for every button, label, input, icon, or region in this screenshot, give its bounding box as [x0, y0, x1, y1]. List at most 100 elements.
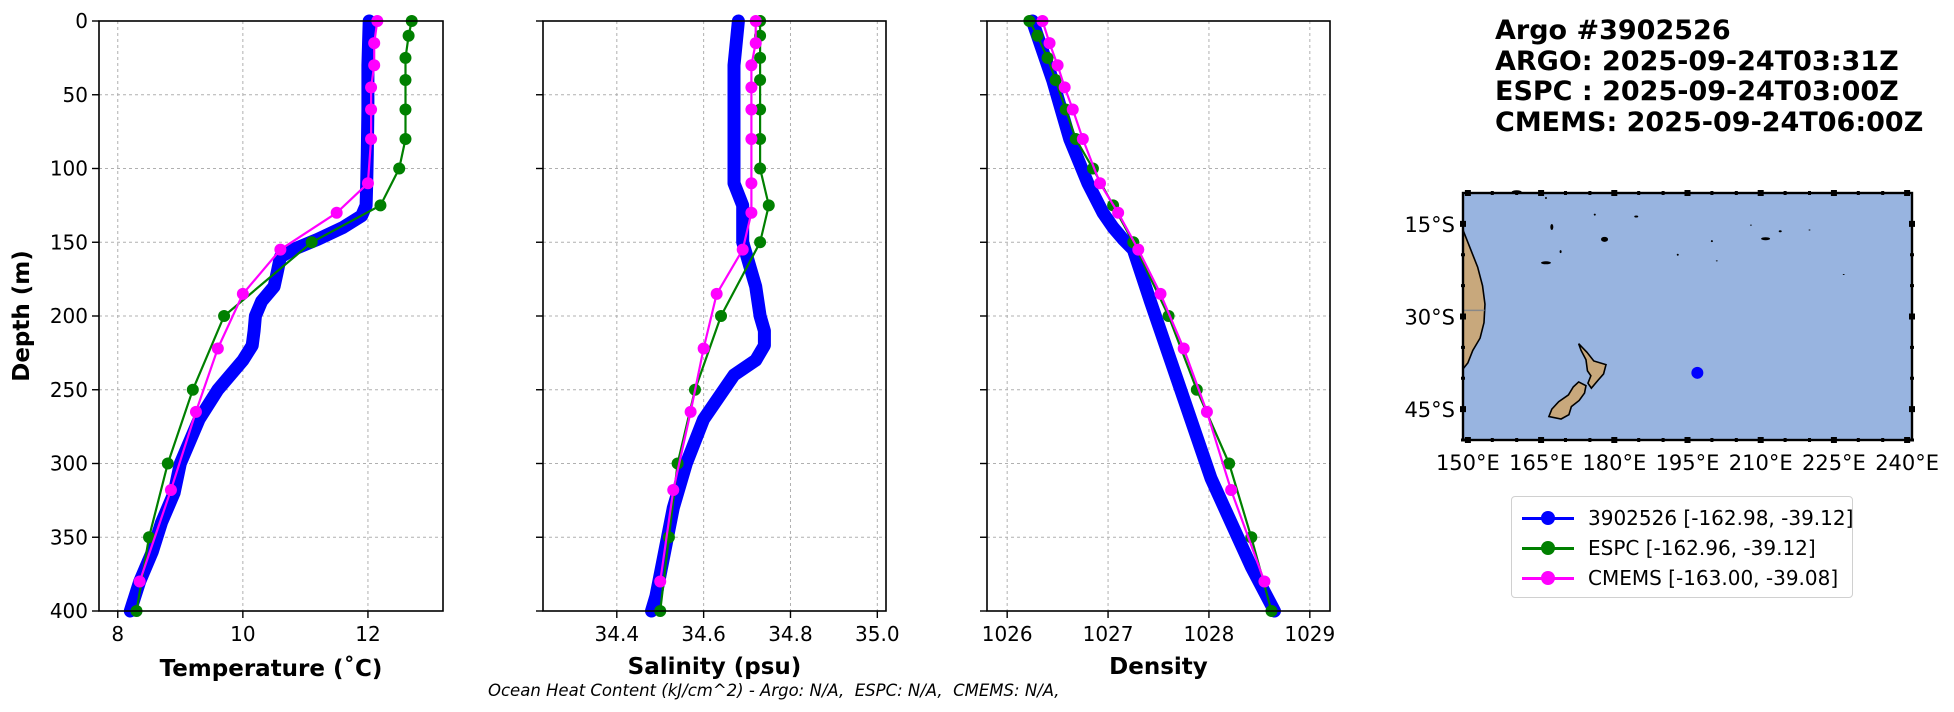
map-border-tick: [1563, 191, 1567, 195]
temperature-point-cmems: [368, 37, 381, 50]
temperature-ytick-label: 200: [50, 304, 88, 328]
temperature-point-cmems: [274, 243, 287, 256]
map-border-tick: [1461, 284, 1465, 288]
map-border-tick: [1734, 438, 1738, 442]
legend-swatch-argo: [1520, 503, 1576, 533]
map-border-tick: [1637, 191, 1641, 195]
map-border-tick: [1783, 438, 1787, 442]
cmems-time: CMEMS: 2025-09-24T06:00Z: [1495, 106, 1924, 138]
temperature-point-espc: [186, 383, 199, 396]
temperature-point-cmems: [361, 177, 374, 190]
island: [1842, 274, 1845, 276]
temperature-ytick-label: 250: [50, 378, 88, 402]
ohc-caption: Ocean Heat Content (kJ/cm^2) - Argo: N/A…: [488, 681, 1060, 700]
legend-swatch-espc: [1520, 533, 1576, 563]
map-border-tick: [1734, 191, 1738, 195]
density-point-cmems: [1225, 484, 1238, 497]
temperature-point-espc: [218, 310, 231, 322]
legend-label-espc: ESPC [-162.96, -39.12]: [1588, 536, 1816, 560]
density-point-cmems: [1051, 59, 1064, 72]
salinity-point-cmems: [654, 575, 667, 588]
map-border-tick: [1710, 438, 1714, 442]
map-border-tick: [1538, 437, 1545, 443]
map-border-tick: [1461, 253, 1465, 257]
map-border-tick: [1684, 190, 1691, 196]
map-lon-label: 150°E: [1436, 451, 1500, 475]
map-lon-label: 225°E: [1802, 451, 1866, 475]
island: [1749, 224, 1752, 226]
salinity-point-espc: [754, 103, 767, 116]
map-border-tick: [1904, 190, 1911, 196]
salinity-point-cmems: [745, 206, 758, 219]
map-border-tick: [1757, 437, 1764, 443]
australia-coast: [1462, 229, 1486, 372]
map-border-tick: [1910, 376, 1914, 380]
density-xtick-label: 1029: [1284, 622, 1335, 646]
map-border-tick: [1460, 406, 1466, 413]
temperature-ytick-label: 100: [50, 157, 88, 181]
map-border-tick: [1830, 437, 1837, 443]
map-border-tick: [1830, 190, 1837, 196]
map-border-tick: [1710, 191, 1714, 195]
map-border-tick: [1515, 438, 1519, 442]
salinity-point-espc: [762, 199, 775, 212]
map-lon-label: 165°E: [1509, 451, 1573, 475]
temperature-point-cmems: [365, 81, 378, 94]
map-border-tick: [1910, 345, 1914, 349]
salinity-point-cmems: [667, 484, 680, 497]
density-point-cmems: [1132, 243, 1145, 256]
legend-label-cmems: CMEMS [-163.00, -39.08]: [1588, 566, 1839, 590]
map-border-tick: [1461, 345, 1465, 349]
island: [1540, 261, 1551, 265]
salinity-point-cmems: [684, 405, 697, 418]
map-border-tick: [1515, 191, 1519, 195]
density-point-espc: [1049, 74, 1062, 86]
density-xtick-label: 1027: [1083, 622, 1134, 646]
map-border-tick: [1460, 220, 1466, 227]
temperature-point-cmems: [368, 59, 381, 72]
salinity-xlabel: Salinity (psu): [628, 654, 802, 680]
map-border-tick: [1461, 376, 1465, 380]
island: [1550, 223, 1554, 230]
density-xtick-label: 1028: [1183, 622, 1234, 646]
argo-float-marker: [1691, 366, 1704, 379]
temperature-ytick-label: 150: [50, 230, 88, 254]
map-border-tick: [1910, 253, 1914, 257]
temperature-point-cmems: [211, 342, 224, 355]
temperature-point-cmems: [365, 103, 378, 116]
density-point-espc: [1041, 51, 1054, 64]
map-border-tick: [1783, 191, 1787, 195]
float-id: Argo #3902526: [1495, 15, 1731, 46]
density-point-cmems: [1076, 133, 1089, 145]
island: [1710, 240, 1713, 243]
legend: 3902526 [-162.98, -39.12] ESPC [-162.96,…: [1511, 496, 1853, 598]
salinity-point-cmems: [736, 243, 749, 256]
map-border-tick: [1490, 191, 1494, 195]
island: [1544, 196, 1547, 199]
map-border-tick: [1856, 438, 1860, 442]
map-lon-label: 210°E: [1729, 451, 1793, 475]
island: [1676, 253, 1679, 256]
map-border-tick: [1856, 191, 1860, 195]
density-point-cmems: [1066, 103, 1079, 116]
map-border-tick: [1563, 438, 1567, 442]
island: [1601, 236, 1609, 242]
map-border-tick: [1661, 191, 1665, 195]
temperature-ytick-label: 0: [75, 9, 88, 33]
map-border-tick: [1909, 220, 1915, 227]
temperature-series-3902526: [123, 14, 376, 618]
salinity-point-cmems: [745, 59, 758, 72]
temperature-xlabel: Temperature (˚C): [160, 655, 383, 682]
map-border-tick: [1808, 191, 1812, 195]
temperature-ytick-label: 300: [50, 452, 88, 476]
salinity-xtick-label: 34.4: [595, 622, 640, 646]
map-lon-label: 180°E: [1582, 451, 1646, 475]
temperature-point-espc: [143, 531, 156, 544]
map-lon-label: 195°E: [1656, 451, 1720, 475]
island: [1808, 229, 1811, 231]
map-border-tick: [1637, 438, 1641, 442]
depth-ylabel: Depth (m): [9, 250, 35, 382]
density-point-cmems: [1258, 575, 1271, 588]
map-border-tick: [1909, 406, 1915, 413]
